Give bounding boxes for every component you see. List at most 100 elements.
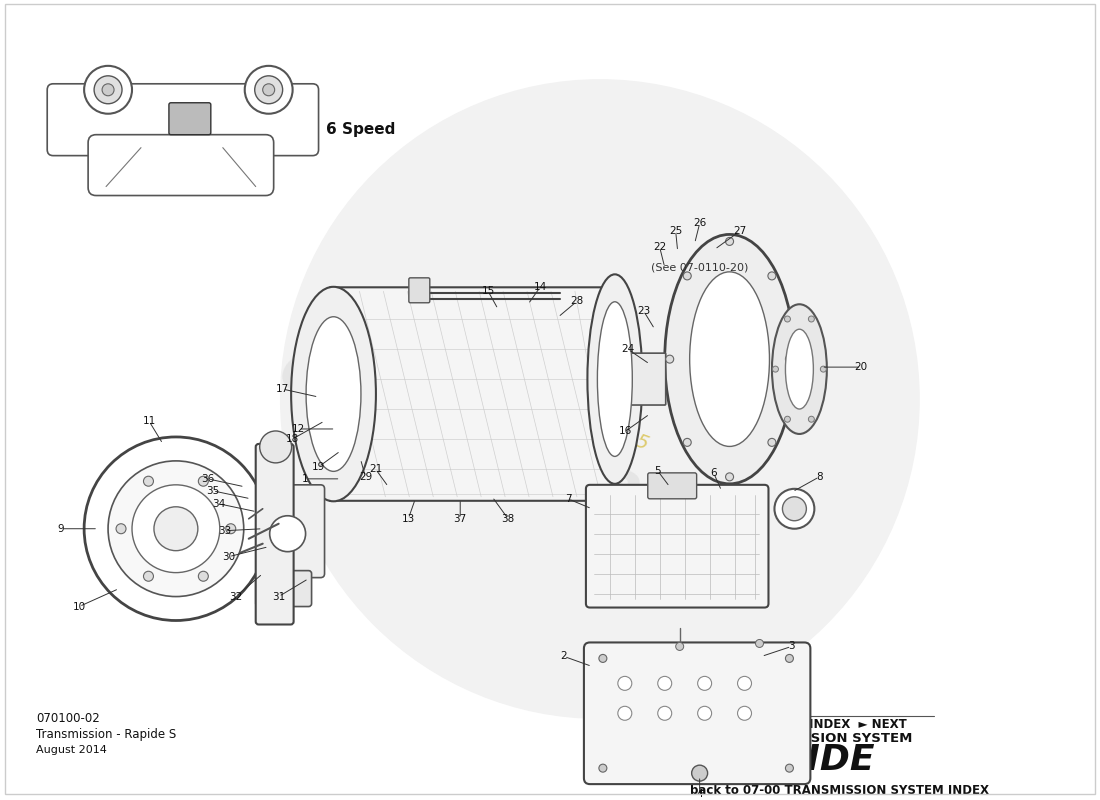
FancyBboxPatch shape [584, 642, 811, 784]
Ellipse shape [587, 274, 642, 484]
Circle shape [658, 676, 672, 690]
Circle shape [808, 316, 814, 322]
Circle shape [280, 80, 920, 718]
Ellipse shape [597, 302, 632, 457]
FancyBboxPatch shape [169, 102, 211, 134]
Text: 070100-02: 070100-02 [36, 712, 100, 725]
Circle shape [84, 66, 132, 114]
Circle shape [108, 461, 244, 597]
FancyBboxPatch shape [648, 473, 696, 499]
Text: eurocarparts: eurocarparts [271, 335, 749, 563]
Text: 25: 25 [669, 226, 682, 237]
Circle shape [270, 516, 306, 552]
Text: RAPIDE: RAPIDE [724, 743, 875, 777]
Circle shape [756, 639, 763, 647]
Text: 35: 35 [206, 486, 219, 496]
Circle shape [618, 676, 631, 690]
FancyBboxPatch shape [88, 134, 274, 195]
Text: 3: 3 [788, 642, 794, 651]
Circle shape [116, 524, 127, 534]
Text: 38: 38 [502, 514, 515, 524]
Ellipse shape [690, 272, 770, 446]
Text: 8: 8 [816, 472, 823, 482]
Text: 11: 11 [142, 416, 155, 426]
Circle shape [782, 497, 806, 521]
Circle shape [255, 76, 283, 104]
Text: 29: 29 [359, 472, 372, 482]
FancyBboxPatch shape [47, 84, 319, 156]
Text: 24: 24 [621, 344, 635, 354]
Text: a passion for parts since 1985: a passion for parts since 1985 [368, 334, 651, 454]
Text: 22: 22 [653, 242, 667, 253]
FancyBboxPatch shape [329, 287, 617, 501]
Circle shape [774, 489, 814, 529]
Text: 1: 1 [302, 474, 309, 484]
Text: 10: 10 [73, 602, 86, 611]
Circle shape [598, 764, 607, 772]
FancyBboxPatch shape [586, 485, 769, 607]
Circle shape [697, 706, 712, 720]
Text: 31: 31 [272, 591, 285, 602]
FancyBboxPatch shape [409, 278, 430, 302]
Circle shape [226, 524, 235, 534]
Ellipse shape [785, 330, 813, 409]
Text: 16: 16 [619, 426, 632, 436]
Text: 6 Speed: 6 Speed [326, 122, 395, 137]
Ellipse shape [772, 304, 827, 434]
Circle shape [675, 642, 684, 650]
Ellipse shape [292, 287, 376, 502]
Circle shape [726, 238, 734, 246]
Text: 27: 27 [733, 226, 746, 237]
Text: 21: 21 [368, 464, 382, 474]
Circle shape [785, 355, 793, 363]
Text: (See 07-0110-20): (See 07-0110-20) [651, 262, 748, 272]
Text: 7: 7 [564, 494, 571, 504]
Circle shape [154, 506, 198, 550]
Text: BACK ◄  MASTER INDEX  ► NEXT: BACK ◄ MASTER INDEX ► NEXT [693, 718, 906, 730]
Circle shape [84, 437, 267, 621]
Ellipse shape [664, 234, 794, 484]
Circle shape [102, 84, 114, 96]
Text: 5: 5 [654, 466, 661, 476]
Text: 33: 33 [218, 526, 231, 536]
Circle shape [697, 676, 712, 690]
Text: 9: 9 [58, 524, 65, 534]
Circle shape [658, 706, 672, 720]
Circle shape [768, 438, 776, 446]
Text: 14: 14 [534, 282, 547, 292]
Circle shape [666, 355, 673, 363]
Text: 12: 12 [292, 424, 305, 434]
Text: 19: 19 [312, 462, 326, 472]
Circle shape [784, 416, 791, 422]
Circle shape [95, 76, 122, 104]
Text: 6: 6 [711, 468, 717, 478]
Circle shape [683, 272, 691, 280]
Text: August 2014: August 2014 [36, 745, 107, 755]
Circle shape [618, 706, 631, 720]
FancyBboxPatch shape [609, 353, 666, 405]
Circle shape [737, 676, 751, 690]
Circle shape [692, 765, 707, 781]
Circle shape [198, 571, 208, 582]
Text: 26: 26 [693, 218, 706, 229]
Text: Transmission - Rapide S: Transmission - Rapide S [36, 728, 176, 741]
Circle shape [737, 706, 751, 720]
Circle shape [785, 764, 793, 772]
Text: 17: 17 [276, 384, 289, 394]
Circle shape [726, 473, 734, 481]
Text: 28: 28 [570, 296, 584, 306]
Circle shape [683, 438, 691, 446]
Text: back to 07-00 TRANSMISSION SYSTEM INDEX: back to 07-00 TRANSMISSION SYSTEM INDEX [690, 783, 989, 797]
Text: 18: 18 [286, 434, 299, 444]
Circle shape [132, 485, 220, 573]
Text: 20: 20 [855, 362, 868, 372]
Ellipse shape [306, 317, 361, 471]
Circle shape [143, 571, 154, 582]
Text: 23: 23 [637, 306, 650, 316]
Circle shape [784, 316, 791, 322]
Text: 07-00 TRANSMISSION SYSTEM: 07-00 TRANSMISSION SYSTEM [686, 732, 913, 745]
FancyBboxPatch shape [255, 570, 311, 606]
Circle shape [263, 84, 275, 96]
Circle shape [244, 66, 293, 114]
FancyBboxPatch shape [255, 444, 294, 625]
